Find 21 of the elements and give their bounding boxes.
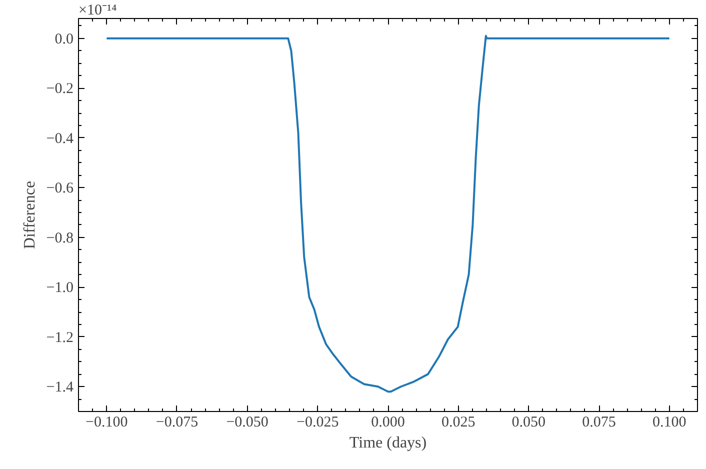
x-tick-label: −0.025	[296, 414, 339, 430]
y-axis-title: Difference	[21, 180, 38, 250]
x-tick-label: 0.050	[512, 414, 546, 430]
x-tick-label: −0.050	[226, 414, 268, 430]
x-tick-label: −0.075	[156, 414, 198, 430]
x-tick-label: 0.025	[441, 414, 476, 430]
line-series	[106, 34, 670, 393]
x-axis-title: Time (days)	[349, 434, 427, 452]
y-tick-label: 0.0	[54, 31, 74, 48]
y-tick-label: −1.4	[46, 380, 74, 396]
x-tick-label: 0.000	[371, 414, 405, 430]
x-tick-label: 0.075	[582, 414, 616, 430]
y-tick-label: −1.2	[46, 330, 74, 346]
x-tick-label: −0.100	[86, 414, 128, 430]
y-tick-label: −0.4	[46, 130, 74, 147]
y-tick-label: −0.2	[46, 81, 74, 98]
text: ×10⁻¹⁴	[78, 2, 117, 18]
y-tick-label: −0.6	[46, 180, 74, 197]
y-tick-label: −0.8	[46, 230, 74, 246]
x-tick-label: 0.100	[652, 414, 686, 430]
y-tick-label: −1.0	[46, 280, 74, 296]
